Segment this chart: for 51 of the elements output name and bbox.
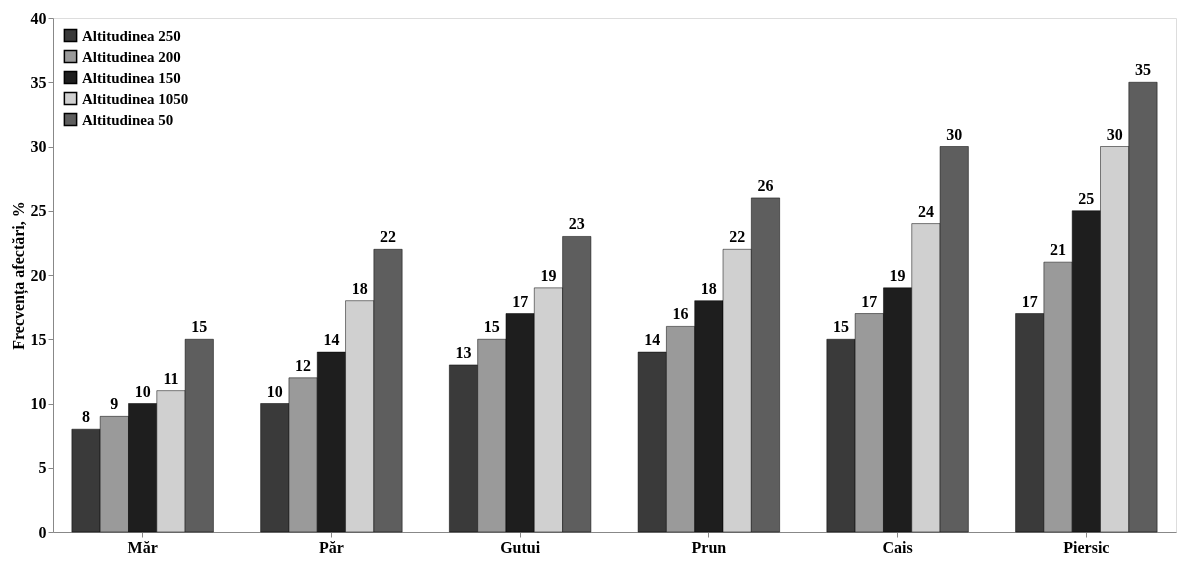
- x-tick-label: Măr: [127, 538, 158, 556]
- data-label: 22: [729, 228, 746, 246]
- data-label: 18: [700, 279, 717, 297]
- y-tick-label: 25: [30, 202, 47, 220]
- y-tick-label: 20: [30, 266, 47, 284]
- legend-label: Altitudinea 200: [82, 48, 181, 65]
- data-label: 13: [455, 343, 472, 361]
- x-tick-label: Păr: [318, 538, 344, 556]
- data-label: 23: [568, 215, 585, 233]
- x-tick-label: Gutui: [500, 538, 541, 556]
- y-tick-label: 0: [38, 523, 47, 541]
- data-label: 19: [889, 266, 906, 284]
- data-label: 8: [82, 408, 91, 426]
- y-tick-label: 10: [30, 395, 47, 412]
- y-axis-title: Frecvența afectări, %: [9, 201, 29, 350]
- data-label: 19: [540, 266, 557, 284]
- legend-label: Altitudinea 1050: [82, 90, 189, 107]
- y-tick-label: 5: [38, 459, 47, 477]
- data-label: 30: [1106, 125, 1123, 143]
- data-label: 25: [1078, 189, 1095, 207]
- y-tick-label: 30: [30, 138, 47, 155]
- x-tick-label: Cais: [882, 538, 913, 556]
- data-label: 17: [1021, 292, 1038, 310]
- legend-label: Altitudinea 150: [82, 69, 181, 86]
- data-label: 17: [861, 292, 878, 310]
- legend-label: Altitudinea 250: [82, 27, 181, 44]
- y-tick-label: 15: [30, 330, 47, 348]
- data-label: 14: [323, 331, 340, 349]
- legend-label: Altitudinea 50: [82, 111, 174, 128]
- x-tick-label: Prun: [691, 538, 727, 556]
- data-label: 18: [351, 279, 368, 297]
- y-tick-label: 40: [30, 9, 47, 27]
- data-label: 11: [163, 369, 179, 387]
- data-label: 24: [917, 202, 934, 220]
- y-tick-label: 35: [30, 73, 47, 91]
- data-label: 16: [672, 305, 689, 323]
- data-label: 26: [757, 176, 774, 194]
- data-label: 17: [512, 292, 529, 310]
- data-label: 15: [832, 318, 849, 336]
- data-label: 15: [483, 318, 500, 336]
- data-label: 35: [1134, 61, 1151, 79]
- x-tick-label: Piersic: [1063, 538, 1110, 556]
- data-label: 15: [191, 318, 208, 336]
- data-label: 9: [110, 395, 119, 413]
- data-label: 12: [295, 356, 312, 374]
- data-label: 30: [946, 125, 963, 143]
- data-label: 22: [380, 228, 397, 246]
- data-label: 10: [266, 382, 283, 400]
- data-label: 14: [644, 331, 661, 349]
- data-label: 21: [1050, 241, 1067, 259]
- data-label: 10: [134, 382, 151, 400]
